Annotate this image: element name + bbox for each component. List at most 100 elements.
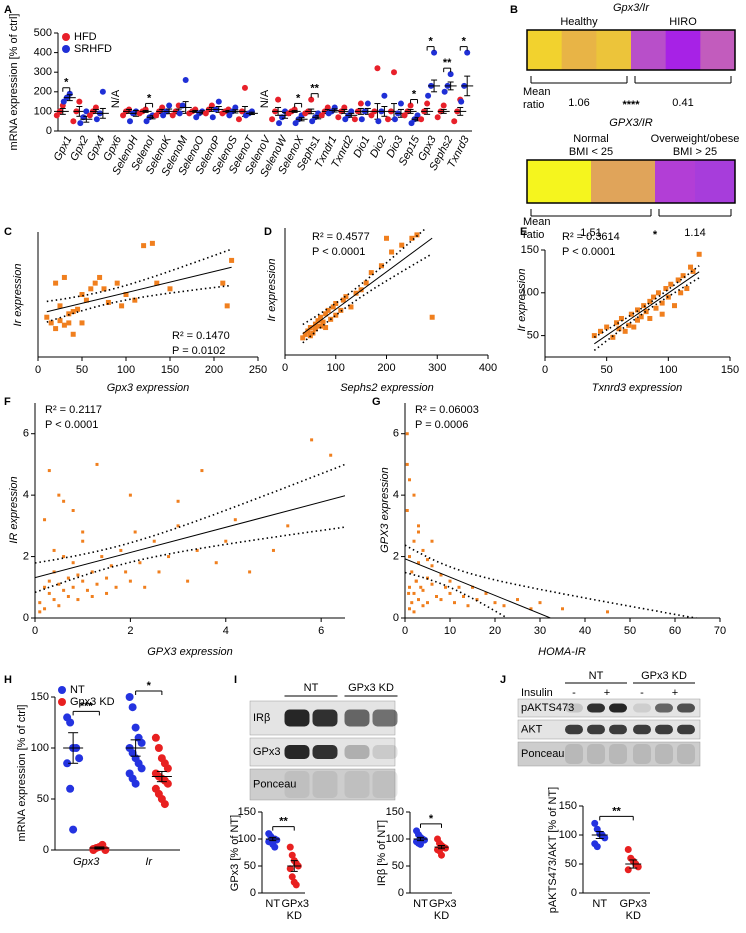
data-point bbox=[66, 784, 75, 793]
x-tick-label: 30 bbox=[534, 625, 546, 637]
data-point bbox=[43, 585, 47, 589]
data-point bbox=[421, 604, 425, 608]
x-tick-label: 150 bbox=[721, 364, 739, 376]
heat-cell bbox=[700, 30, 736, 70]
data-point bbox=[412, 493, 416, 497]
data-point bbox=[610, 334, 616, 340]
data-point bbox=[457, 585, 461, 589]
data-point bbox=[52, 548, 56, 552]
data-point bbox=[653, 305, 659, 311]
data-point bbox=[484, 591, 488, 595]
data-point bbox=[624, 846, 632, 853]
data-point bbox=[363, 280, 369, 286]
data-point bbox=[430, 564, 434, 568]
y-tick-label: 150 bbox=[521, 244, 539, 256]
data-point bbox=[378, 263, 384, 269]
data-point bbox=[414, 112, 421, 119]
y-tick-label: 6 bbox=[23, 428, 29, 440]
data-point bbox=[330, 304, 336, 310]
blot-band bbox=[633, 724, 651, 735]
blot-band bbox=[565, 703, 583, 713]
x-tick-label: 100 bbox=[659, 364, 677, 376]
group-label: GPx3 KD bbox=[641, 670, 687, 682]
data-point bbox=[635, 317, 640, 323]
fit-line bbox=[594, 271, 700, 345]
x-axis-title: Txnrd3 expression bbox=[592, 382, 683, 394]
data-point bbox=[38, 601, 42, 605]
row-label: ratio bbox=[523, 229, 544, 241]
data-point bbox=[292, 881, 300, 889]
group-label: BMI > 25 bbox=[673, 146, 717, 158]
data-point bbox=[616, 326, 622, 332]
blot-band bbox=[633, 744, 651, 764]
y-tick-label: 100 bbox=[521, 287, 539, 299]
data-point bbox=[66, 320, 72, 326]
data-point bbox=[137, 764, 146, 773]
x-tick-label: GPx3 KD bbox=[281, 898, 310, 922]
blot-row-label: IRβ bbox=[253, 712, 270, 724]
legend-label: SRHFD bbox=[74, 43, 112, 55]
data-point bbox=[77, 120, 84, 127]
data-point bbox=[124, 570, 128, 574]
heat-cell bbox=[527, 30, 563, 70]
y-tick-label: 100 bbox=[31, 742, 49, 754]
data-point bbox=[69, 825, 78, 834]
data-point bbox=[357, 100, 364, 107]
data-point bbox=[66, 90, 73, 97]
legend-label: Gpx3 KD bbox=[70, 696, 115, 708]
significance-label: ** bbox=[310, 83, 319, 95]
data-point bbox=[85, 588, 89, 592]
blot-band bbox=[344, 771, 370, 798]
data-point bbox=[71, 585, 75, 589]
data-point bbox=[154, 744, 163, 752]
blot-band bbox=[344, 745, 370, 759]
x-tick-label: 10 bbox=[444, 625, 456, 637]
data-point bbox=[310, 438, 314, 442]
data-point bbox=[275, 96, 282, 103]
data-point bbox=[200, 469, 204, 473]
data-point bbox=[444, 585, 447, 589]
x-tick-label: 50 bbox=[624, 625, 636, 637]
heat-cell bbox=[631, 30, 667, 70]
x-axis-title: HOMA-IR bbox=[538, 646, 586, 658]
data-point bbox=[119, 303, 125, 309]
data-point bbox=[431, 49, 438, 56]
y-tick-label: 0 bbox=[43, 844, 49, 856]
data-point bbox=[410, 570, 414, 574]
data-point bbox=[151, 733, 160, 742]
data-point bbox=[66, 576, 70, 580]
data-point bbox=[233, 518, 237, 522]
data-point bbox=[286, 843, 294, 851]
blot-row-label: Ponceau bbox=[521, 748, 564, 760]
data-point bbox=[318, 323, 324, 329]
heat-cell bbox=[665, 30, 701, 70]
na-label: N/A bbox=[110, 89, 122, 108]
data-point bbox=[448, 591, 452, 595]
data-point bbox=[464, 49, 471, 56]
row-label: Mean bbox=[523, 86, 551, 98]
heatmap-border bbox=[526, 29, 736, 71]
data-point bbox=[426, 558, 429, 562]
data-point bbox=[421, 548, 425, 552]
fit-line bbox=[35, 495, 345, 579]
x-tick-label: 50 bbox=[601, 364, 613, 376]
data-point bbox=[493, 601, 497, 605]
data-point bbox=[57, 303, 63, 309]
blot-band bbox=[372, 771, 398, 798]
significance-label: * bbox=[147, 680, 152, 692]
x-tick-label: 0 bbox=[542, 364, 548, 376]
blot-row-label: Ponceau bbox=[253, 778, 296, 790]
data-point bbox=[66, 311, 72, 317]
data-point bbox=[81, 530, 85, 534]
blot-strip bbox=[517, 741, 701, 767]
data-point bbox=[305, 328, 311, 334]
data-point bbox=[323, 325, 329, 331]
data-point bbox=[593, 843, 601, 851]
data-point bbox=[271, 843, 279, 851]
data-point bbox=[76, 598, 80, 602]
data-point bbox=[561, 607, 564, 611]
fit-group bbox=[302, 228, 433, 344]
blot-strip bbox=[249, 768, 396, 801]
group-label: BMI < 25 bbox=[569, 146, 613, 158]
significance-label: **** bbox=[622, 99, 640, 111]
